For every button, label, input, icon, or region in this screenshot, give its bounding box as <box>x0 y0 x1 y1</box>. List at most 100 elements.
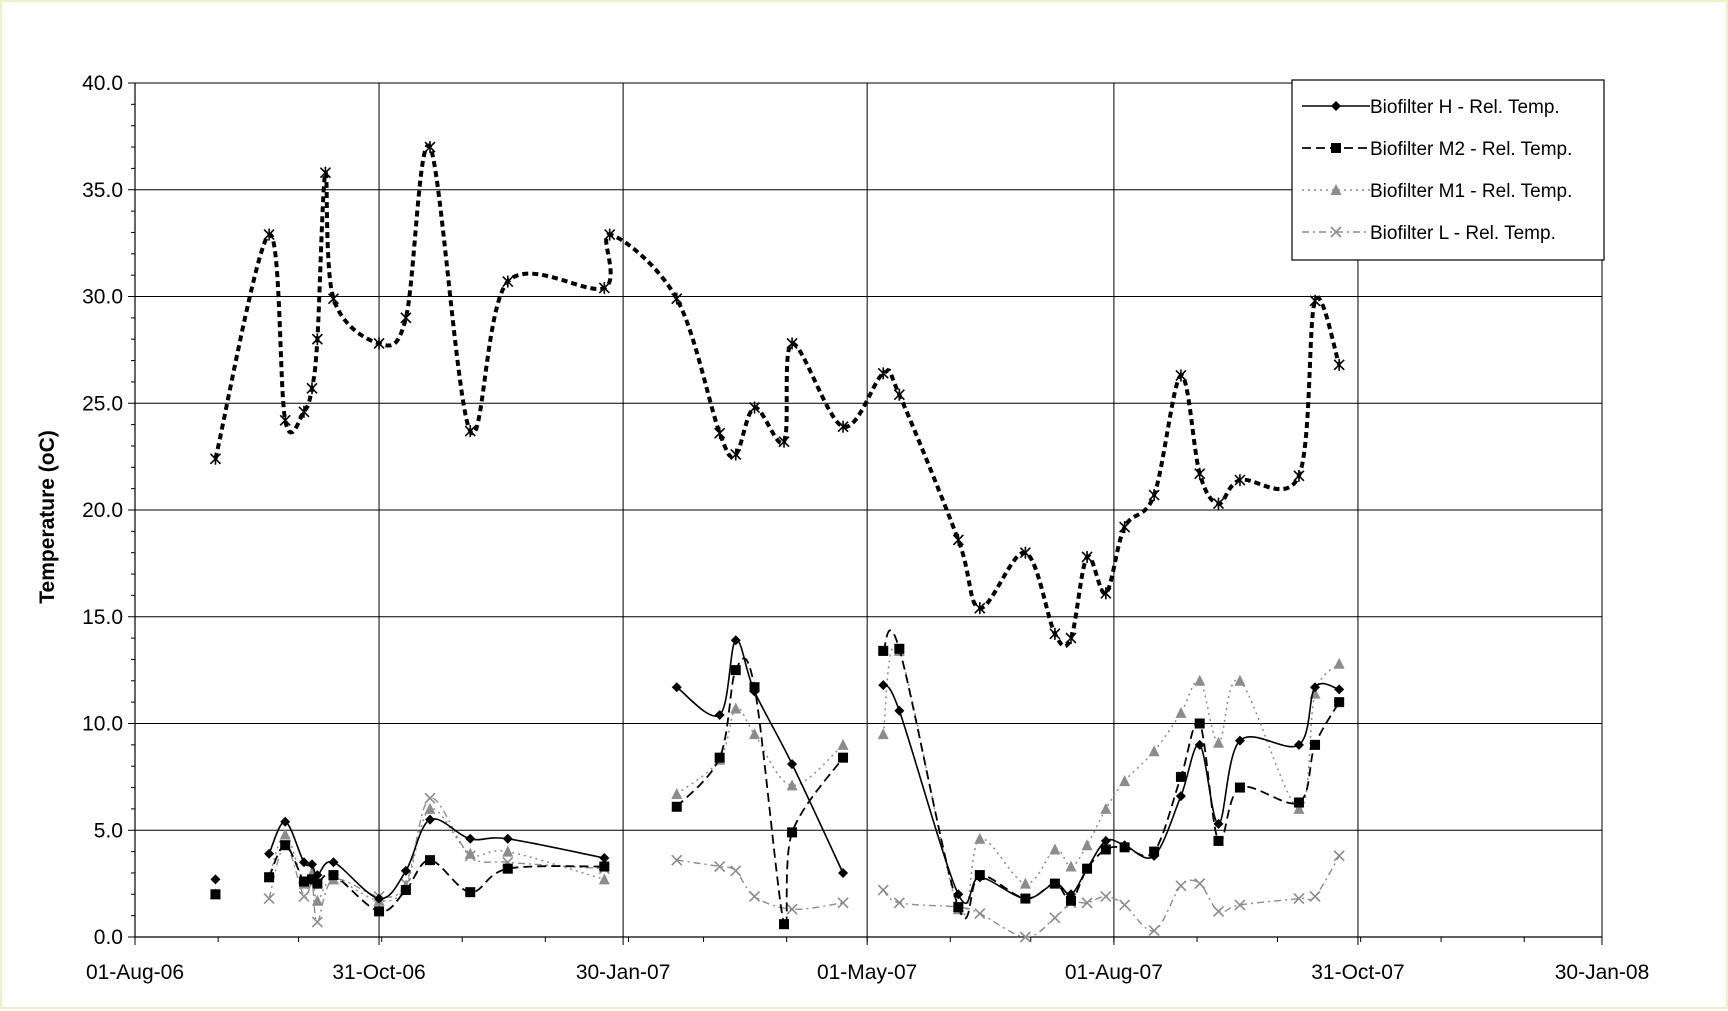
data-point <box>311 894 323 906</box>
data-point <box>1334 697 1345 708</box>
data-point <box>1049 843 1061 855</box>
data-point <box>730 448 742 461</box>
data-point <box>1119 840 1130 851</box>
data-point <box>306 382 318 395</box>
y-tick-label: 10.0 <box>82 713 123 736</box>
axes <box>128 82 1603 945</box>
data-point <box>953 889 964 900</box>
data-point <box>400 865 411 876</box>
data-point <box>1081 839 1093 851</box>
data-point <box>311 916 323 928</box>
data-point <box>974 832 986 844</box>
data-point <box>279 828 291 840</box>
data-point <box>1293 469 1305 482</box>
data-point <box>730 865 742 877</box>
data-point <box>671 854 683 866</box>
data-point <box>1019 931 1031 943</box>
data-point <box>779 919 790 930</box>
data-point <box>1175 880 1187 892</box>
data-point <box>730 635 741 646</box>
data-point <box>264 848 275 859</box>
data-point <box>599 861 610 872</box>
data-point <box>894 643 905 654</box>
data-point <box>298 876 309 887</box>
x-tick-label: 30-Jan-07 <box>576 961 671 984</box>
data-point <box>1334 684 1345 695</box>
data-point <box>671 682 682 693</box>
data-point <box>210 874 221 885</box>
data-point <box>837 738 849 750</box>
data-point <box>1194 718 1205 729</box>
data-point <box>778 435 790 448</box>
data-point <box>465 887 476 898</box>
data-point <box>1100 802 1112 814</box>
data-point <box>1100 890 1112 903</box>
data-point <box>1293 739 1304 750</box>
data-point <box>1333 850 1345 862</box>
data-point <box>749 728 761 740</box>
data-point <box>1081 897 1093 909</box>
data-point <box>311 333 323 346</box>
data-point <box>264 872 275 883</box>
data-point <box>749 686 760 697</box>
data-point <box>671 787 683 799</box>
data-point <box>1100 835 1111 846</box>
data-point <box>263 228 275 241</box>
data-point <box>877 367 889 380</box>
data-point <box>312 870 323 881</box>
data-point <box>400 885 411 896</box>
legend-label: Biofilter M2 - Rel. Temp. <box>1370 139 1572 160</box>
data-point <box>786 337 798 350</box>
data-point <box>1019 877 1031 889</box>
series-lines <box>209 141 1345 943</box>
series-line <box>676 639 844 874</box>
data-point <box>1175 706 1187 718</box>
data-point <box>838 867 849 878</box>
data-point <box>878 680 889 691</box>
data-point <box>374 893 385 904</box>
data-point <box>714 752 725 763</box>
data-point <box>1309 890 1321 903</box>
data-point <box>424 802 436 814</box>
y-tick-label: 40.0 <box>82 72 123 95</box>
data-point <box>1194 467 1206 480</box>
legend-marker <box>1331 101 1341 111</box>
series-line <box>882 682 1340 904</box>
x-tick-label: 31-Oct-07 <box>1311 961 1404 984</box>
y-tick-label: 0.0 <box>94 926 123 949</box>
data-point <box>878 645 889 656</box>
data-point <box>328 857 339 868</box>
data-point <box>748 890 761 903</box>
data-point <box>1213 835 1224 846</box>
data-point <box>598 281 610 294</box>
data-point <box>307 859 318 870</box>
data-point <box>400 311 412 324</box>
data-point <box>1310 682 1321 693</box>
data-point <box>210 889 221 900</box>
tick-labels: 0.0 5.0 10.0 15.0 20.0 25.0 30.0 35.0 40.0 01-Aug… <box>82 72 1649 984</box>
series-line <box>676 657 844 929</box>
data-point <box>604 228 616 241</box>
data-point <box>599 853 610 864</box>
data-point <box>328 870 339 881</box>
data-point <box>1234 899 1246 911</box>
data-point <box>1293 797 1304 808</box>
data-point <box>298 890 310 903</box>
data-point <box>787 827 798 838</box>
data-point <box>425 855 436 866</box>
data-point <box>1119 899 1131 911</box>
data-point <box>974 907 986 920</box>
y-tick-label: 30.0 <box>82 286 123 309</box>
data-point <box>327 292 340 305</box>
data-point <box>1212 736 1224 748</box>
legend-label: Biofilter L - Rel. Temp. <box>1370 223 1556 244</box>
data-point <box>953 902 964 913</box>
data-point <box>714 709 725 720</box>
data-point <box>307 874 318 885</box>
legend-marker <box>1330 226 1342 238</box>
data-point <box>502 863 513 874</box>
x-tick-label: 01-May-07 <box>817 961 917 984</box>
data-point <box>1149 850 1160 861</box>
